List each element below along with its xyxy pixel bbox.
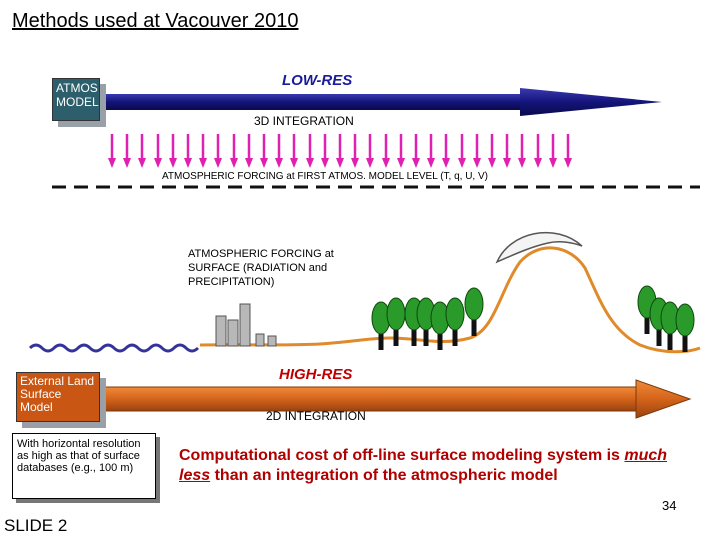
resolution-note-box: With horizontal resolution as high as th…: [12, 433, 156, 499]
high-res-arrow: [97, 379, 692, 419]
forcing-arrow: [290, 134, 298, 168]
forcing-arrow: [518, 134, 526, 168]
forcing-arrow: [138, 134, 146, 168]
forcing-arrow: [199, 134, 207, 168]
forcing-arrow: [382, 134, 390, 168]
forcing-arrow: [108, 134, 116, 168]
slide-label: SLIDE 2: [4, 516, 68, 535]
forcing-arrow: [321, 134, 329, 168]
forcing-arrow: [169, 134, 177, 168]
land-surface-model-box: External Land Surface Model: [16, 372, 100, 422]
building-icon: [215, 303, 277, 347]
forcing-arrow: [306, 134, 314, 168]
integration-2d-label: 2D INTEGRATION: [266, 409, 366, 423]
forcing-arrow: [442, 134, 450, 168]
forcing-surface-label: ATMOSPHERIC FORCING at SURFACE (RADIATIO…: [188, 248, 334, 288]
forcing-first-level-label: ATMOSPHERIC FORCING at FIRST ATMOS. MODE…: [162, 171, 488, 182]
page-number: 34: [662, 498, 677, 513]
tree-icon: [464, 287, 484, 336]
snow-cap-icon: [495, 231, 583, 264]
forcing-arrow: [488, 134, 496, 168]
forcing-arrow: [184, 134, 192, 168]
terrain-line: [199, 246, 701, 354]
water-wave-icon: [28, 343, 200, 353]
forcing-arrow: [458, 134, 466, 168]
forcing-arrow: [503, 134, 511, 168]
forcing-arrow: [549, 134, 557, 168]
high-res-label: HIGH-RES: [279, 366, 353, 383]
forcing-arrows: [108, 134, 572, 168]
forcing-arrow: [397, 134, 405, 168]
cost-statement-after: than an integration of the atmospheric m…: [210, 467, 558, 484]
forcing-arrow: [412, 134, 420, 168]
forcing-arrow: [230, 134, 238, 168]
cost-statement: Computational cost of off-line surface m…: [179, 446, 679, 486]
forcing-arrow: [427, 134, 435, 168]
forcing-arrow: [275, 134, 283, 168]
forcing-arrow: [260, 134, 268, 168]
cost-statement-emphasis: much less: [179, 447, 668, 484]
forcing-arrow: [245, 134, 253, 168]
tree-icon: [675, 303, 695, 352]
cost-statement-before: Computational cost of off-line surface m…: [179, 447, 625, 464]
forcing-arrow: [351, 134, 359, 168]
tree-icon: [445, 297, 465, 346]
forcing-arrow: [564, 134, 572, 168]
integration-3d-label: 3D INTEGRATION: [254, 114, 354, 128]
low-res-label: LOW-RES: [282, 72, 353, 89]
tree-icon: [660, 301, 680, 350]
forcing-arrow: [473, 134, 481, 168]
trees-group: [371, 285, 695, 352]
forcing-arrow: [214, 134, 222, 168]
page-title: Methods used at Vacouver 2010: [12, 10, 299, 32]
forcing-arrow: [123, 134, 131, 168]
forcing-arrow: [154, 134, 162, 168]
forcing-arrow: [534, 134, 542, 168]
atmos-model-box: ATMOS MODEL: [52, 78, 100, 121]
low-res-arrow: [98, 88, 662, 116]
forcing-arrow: [366, 134, 374, 168]
forcing-arrow: [336, 134, 344, 168]
